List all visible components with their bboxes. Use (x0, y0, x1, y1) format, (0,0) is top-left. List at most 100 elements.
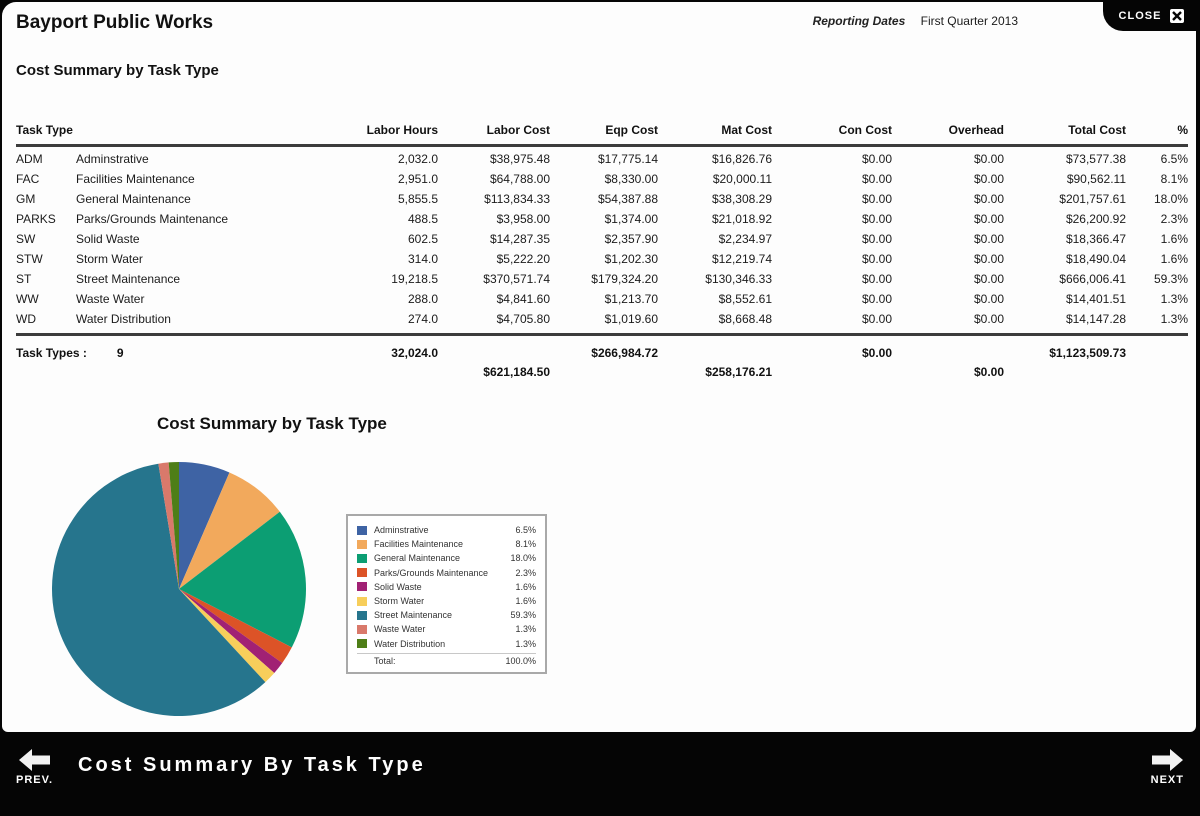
cell-name: Storm Water (76, 252, 143, 266)
cell-mat_cost: $8,552.61 (718, 292, 772, 306)
cell-pct: 1.6% (1160, 252, 1188, 266)
footer-bar: PREV. Cost Summary By Task Type NEXT (0, 732, 1200, 816)
cell-labor_cost: $4,705.80 (496, 312, 550, 326)
legend-swatch (357, 596, 367, 606)
legend-pct: 1.3% (515, 624, 536, 635)
cell-overhead: $0.00 (973, 212, 1004, 226)
legend-swatch (357, 639, 367, 649)
legend-pct: 1.3% (515, 638, 536, 649)
cell-labor_hours: 488.5 (407, 212, 438, 226)
table-row: SW Solid Waste 602.5 $14,287.35 $2,357.90 $2,… (16, 229, 1188, 249)
legend-pct: 2.3% (515, 567, 536, 578)
legend-rows: Adminstrative 6.5% Facilities Maintenance 8… (357, 523, 536, 651)
table-row: PARKS Parks/Grounds Maintenance 488.5 $3,95… (16, 209, 1188, 229)
total-overhead: $0.00 (973, 365, 1004, 379)
close-button[interactable]: CLOSE (1103, 0, 1200, 31)
cell-eqp_cost: $179,324.20 (591, 272, 658, 286)
pie-slice-adminstrative (179, 462, 230, 589)
cell-labor_cost: $38,975.48 (489, 152, 550, 166)
total-con-cost: $0.00 (861, 346, 892, 360)
cell-labor_cost: $5,222.20 (496, 252, 550, 266)
totals-label-cell: Task Types : 9 (16, 344, 330, 363)
cell-code: GM (16, 192, 36, 206)
cell-pct: 1.3% (1160, 312, 1188, 326)
col-overhead: Overhead (948, 123, 1004, 137)
legend-total-row: Total: 100.0% (357, 652, 536, 667)
cell-con_cost: $0.00 (861, 212, 892, 226)
next-button[interactable]: NEXT (1151, 748, 1184, 786)
legend-label: Street Maintenance (374, 610, 453, 621)
totals-count: 9 (116, 346, 124, 360)
reporting-dates-value: First Quarter 2013 (920, 14, 1018, 28)
table-row: ADM Adminstrative 2,032.0 $38,975.48 $17,775… (16, 149, 1188, 169)
cell-total_cost: $201,757.61 (1059, 192, 1126, 206)
cell-labor_hours: 288.0 (407, 292, 438, 306)
pie-slice-parks-grounds-maintenance (179, 589, 292, 663)
col-con-cost: Con Cost (838, 123, 892, 137)
cell-total_cost: $90,562.11 (1066, 172, 1126, 186)
cell-labor_hours: 314.0 (407, 252, 438, 266)
cell-con_cost: $0.00 (861, 272, 892, 286)
pie-slice-general-maintenance (179, 511, 307, 648)
legend-item: Parks/Grounds Maintenance 2.3% (357, 566, 536, 580)
cell-code: STW (16, 252, 43, 266)
cell-total_cost: $18,366.47 (1065, 232, 1126, 246)
cell-name: Solid Waste (76, 232, 140, 246)
cell-pct: 18.0% (1153, 192, 1188, 206)
legend-swatch (357, 539, 367, 549)
legend-label: Water Distribution (374, 638, 446, 649)
cell-overhead: $0.00 (973, 172, 1004, 186)
table-row: GM General Maintenance 5,855.5 $113,834.33 $… (16, 189, 1188, 209)
footer-title: Cost Summary By Task Type (78, 754, 426, 776)
cell-labor_cost: $14,287.35 (489, 232, 550, 246)
legend-pct: 1.6% (515, 581, 536, 592)
cost-summary-table: Task Type Labor Hours Labor Cost Eqp Cos… (16, 120, 1188, 382)
cell-pct: 1.3% (1160, 292, 1188, 306)
legend-total-label: Total: (374, 656, 396, 667)
col-labor-cost: Labor Cost (486, 123, 550, 137)
cell-eqp_cost: $1,019.60 (604, 312, 658, 326)
cell-code: WW (16, 292, 39, 306)
cell-labor_hours: 2,951.0 (397, 172, 438, 186)
cell-labor_hours: 602.5 (407, 232, 438, 246)
reporting-dates: Reporting Dates First Quarter 2013 (813, 14, 1018, 28)
cell-total_cost: $14,401.51 (1065, 292, 1126, 306)
cell-con_cost: $0.00 (861, 252, 892, 266)
legend-swatch (357, 624, 367, 634)
close-button-label: CLOSE (1118, 9, 1162, 22)
legend-label: Parks/Grounds Maintenance (374, 567, 489, 578)
totals-row-2: $621,184.50 $258,176.21 $0.00 (16, 363, 1188, 382)
table-row: STW Storm Water 314.0 $5,222.20 $1,202.30 $12… (16, 249, 1188, 269)
legend-total-spacer (357, 657, 367, 666)
cell-overhead: $0.00 (973, 152, 1004, 166)
total-mat-cost: $258,176.21 (705, 365, 772, 379)
legend-item: Street Maintenance 59.3% (357, 608, 536, 622)
pie-slice-waste-water (158, 462, 179, 589)
prev-button[interactable]: PREV. (16, 748, 53, 786)
cell-mat_cost: $20,000.11 (712, 172, 772, 186)
table-row: ST Street Maintenance 19,218.5 $370,571.74 $… (16, 269, 1188, 289)
cell-code: SW (16, 232, 36, 246)
cell-eqp_cost: $17,775.14 (597, 152, 658, 166)
cell-name: Adminstrative (76, 152, 149, 166)
cell-mat_cost: $16,826.76 (711, 152, 772, 166)
cell-eqp_cost: $1,202.30 (604, 252, 658, 266)
cell-overhead: $0.00 (973, 192, 1004, 206)
legend-pct: 8.1% (515, 539, 536, 550)
cell-total_cost: $14,147.28 (1065, 312, 1126, 326)
cell-total_cost: $666,006.41 (1059, 272, 1126, 286)
prev-button-label: PREV. (16, 774, 54, 786)
cell-eqp_cost: $1,374.00 (604, 212, 658, 226)
cell-labor_hours: 274.0 (407, 312, 438, 326)
next-button-label: NEXT (1150, 774, 1184, 786)
legend-pct: 1.6% (515, 596, 536, 607)
legend-swatch (357, 553, 367, 563)
cell-code: ST (16, 272, 32, 286)
cell-total_cost: $26,200.92 (1065, 212, 1126, 226)
cell-eqp_cost: $1,213.70 (604, 292, 658, 306)
col-task-type: Task Type (16, 123, 73, 137)
cell-mat_cost: $21,018.92 (711, 212, 772, 226)
cell-total_cost: $73,577.38 (1065, 152, 1126, 166)
table-row: WW Waste Water 288.0 $4,841.60 $1,213.70 $8,5… (16, 289, 1188, 309)
